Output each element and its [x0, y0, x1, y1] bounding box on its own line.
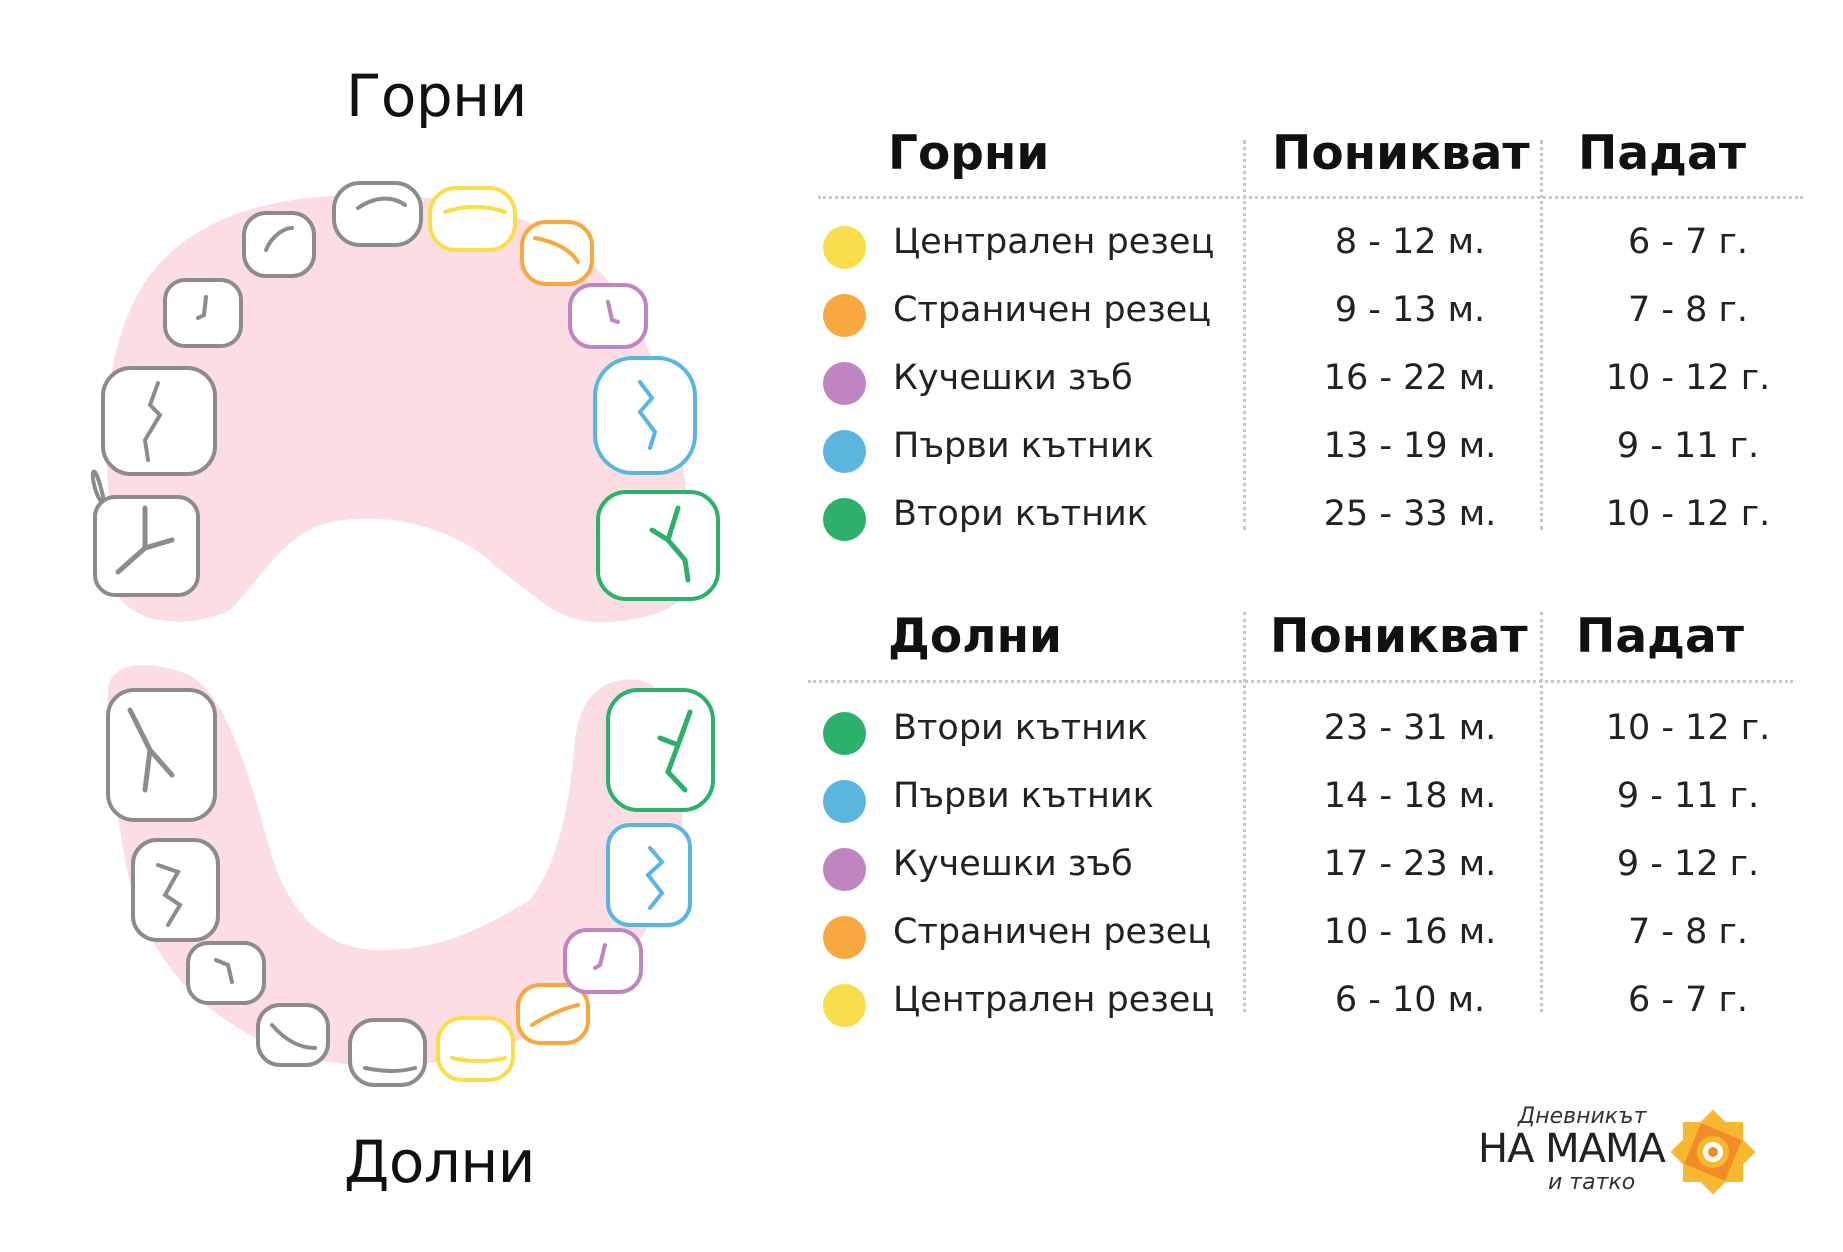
row-tooth-name: Втори кътник — [893, 494, 1148, 534]
row-fall-range: 7 - 8 г. — [1627, 912, 1749, 952]
row-color-dot — [823, 780, 866, 823]
lower-right-lateral-incisor — [516, 983, 590, 1045]
upper-right-central-incisor — [428, 186, 517, 252]
row-fall-range: 9 - 12 г. — [1616, 844, 1760, 884]
lower-table-group-header: Долни — [888, 609, 1062, 664]
lower-table-divider — [808, 680, 1793, 683]
row-fall-range: 7 - 8 г. — [1627, 290, 1749, 330]
upper-left-lateral-incisor — [242, 211, 316, 278]
upper-right-first-molar — [593, 356, 697, 475]
upper-left-first-molar — [101, 366, 217, 476]
lower-table-vsep-1 — [1243, 612, 1246, 1012]
upper-table-fall-header: Падат — [1578, 126, 1746, 181]
row-fall-range: 10 - 12 г. — [1605, 358, 1771, 398]
upper-jaw-title: Горни — [346, 62, 527, 130]
row-tooth-name: Централен резец — [893, 222, 1215, 262]
lower-left-central-incisor — [348, 1018, 427, 1087]
row-erupt-range: 25 - 33 м. — [1323, 494, 1497, 534]
row-tooth-name: Първи кътник — [893, 776, 1154, 816]
row-fall-range: 10 - 12 г. — [1605, 708, 1771, 748]
lower-table-vsep-2 — [1540, 612, 1543, 1012]
upper-table-erupt-header: Поникват — [1272, 126, 1530, 181]
row-tooth-name: Първи кътник — [893, 426, 1154, 466]
lower-left-canine — [186, 941, 266, 1005]
row-color-dot — [823, 226, 866, 269]
upper-table-group-header: Горни — [888, 126, 1050, 181]
row-color-dot — [823, 430, 866, 473]
row-erupt-range: 6 - 10 м. — [1334, 980, 1486, 1020]
lower-right-central-incisor — [436, 1016, 515, 1082]
lower-left-lateral-incisor — [256, 1003, 330, 1067]
row-fall-range: 9 - 11 г. — [1616, 426, 1760, 466]
upper-right-lateral-incisor — [520, 220, 594, 286]
row-tooth-name: Централен резец — [893, 980, 1215, 1020]
lower-left-first-molar — [131, 838, 220, 942]
upper-gum — [106, 194, 691, 622]
row-tooth-name: Страничен резец — [893, 290, 1212, 330]
lower-right-canine — [563, 928, 643, 994]
row-tooth-name: Кучешки зъб — [893, 358, 1133, 398]
row-fall-range: 9 - 11 г. — [1616, 776, 1760, 816]
lower-table-fall-header: Падат — [1576, 609, 1744, 664]
row-erupt-range: 14 - 18 м. — [1323, 776, 1497, 816]
upper-left-canine — [163, 278, 243, 348]
row-erupt-range: 8 - 12 м. — [1334, 222, 1486, 262]
row-color-dot — [823, 916, 866, 959]
row-color-dot — [823, 984, 866, 1027]
upper-table-vsep-2 — [1540, 140, 1543, 530]
row-fall-range: 10 - 12 г. — [1605, 494, 1771, 534]
row-tooth-name: Втори кътник — [893, 708, 1148, 748]
row-erupt-range: 10 - 16 м. — [1323, 912, 1497, 952]
upper-right-canine — [568, 283, 648, 349]
row-color-dot — [823, 712, 866, 755]
row-erupt-range: 23 - 31 м. — [1323, 708, 1497, 748]
row-fall-range: 6 - 7 г. — [1627, 222, 1749, 262]
upper-table-vsep-1 — [1243, 140, 1246, 530]
row-erupt-range: 9 - 13 м. — [1334, 290, 1486, 330]
row-tooth-name: Страничен резец — [893, 912, 1212, 952]
row-fall-range: 6 - 7 г. — [1627, 980, 1749, 1020]
flower-mandala-icon — [1670, 1109, 1756, 1195]
dental-diagram — [90, 181, 720, 1087]
row-erupt-range: 17 - 23 м. — [1323, 844, 1497, 884]
logo-text-line2: НА МАМА — [1478, 1126, 1666, 1172]
row-tooth-name: Кучешки зъб — [893, 844, 1133, 884]
lower-right-second-molar — [606, 688, 715, 812]
logo-text-line3: и татко — [1548, 1170, 1636, 1195]
row-color-dot — [823, 498, 866, 541]
row-erupt-range: 13 - 19 м. — [1323, 426, 1497, 466]
upper-table-divider — [818, 196, 1803, 199]
upper-left-central-incisor — [332, 181, 423, 247]
lower-right-first-molar — [606, 823, 692, 927]
row-color-dot — [823, 848, 866, 891]
upper-right-second-molar — [596, 490, 720, 601]
upper-left-second-molar — [90, 469, 200, 597]
brand-logo: Дневникът НА МАМА и татко — [1478, 1098, 1768, 1208]
row-erupt-range: 16 - 22 м. — [1323, 358, 1497, 398]
lower-jaw-title: Долни — [344, 1128, 535, 1196]
lower-left-second-molar — [106, 688, 217, 822]
row-color-dot — [823, 294, 866, 337]
lower-table-erupt-header: Поникват — [1270, 609, 1528, 664]
logo-text-line1: Дневникът — [1518, 1104, 1647, 1129]
row-color-dot — [823, 362, 866, 405]
